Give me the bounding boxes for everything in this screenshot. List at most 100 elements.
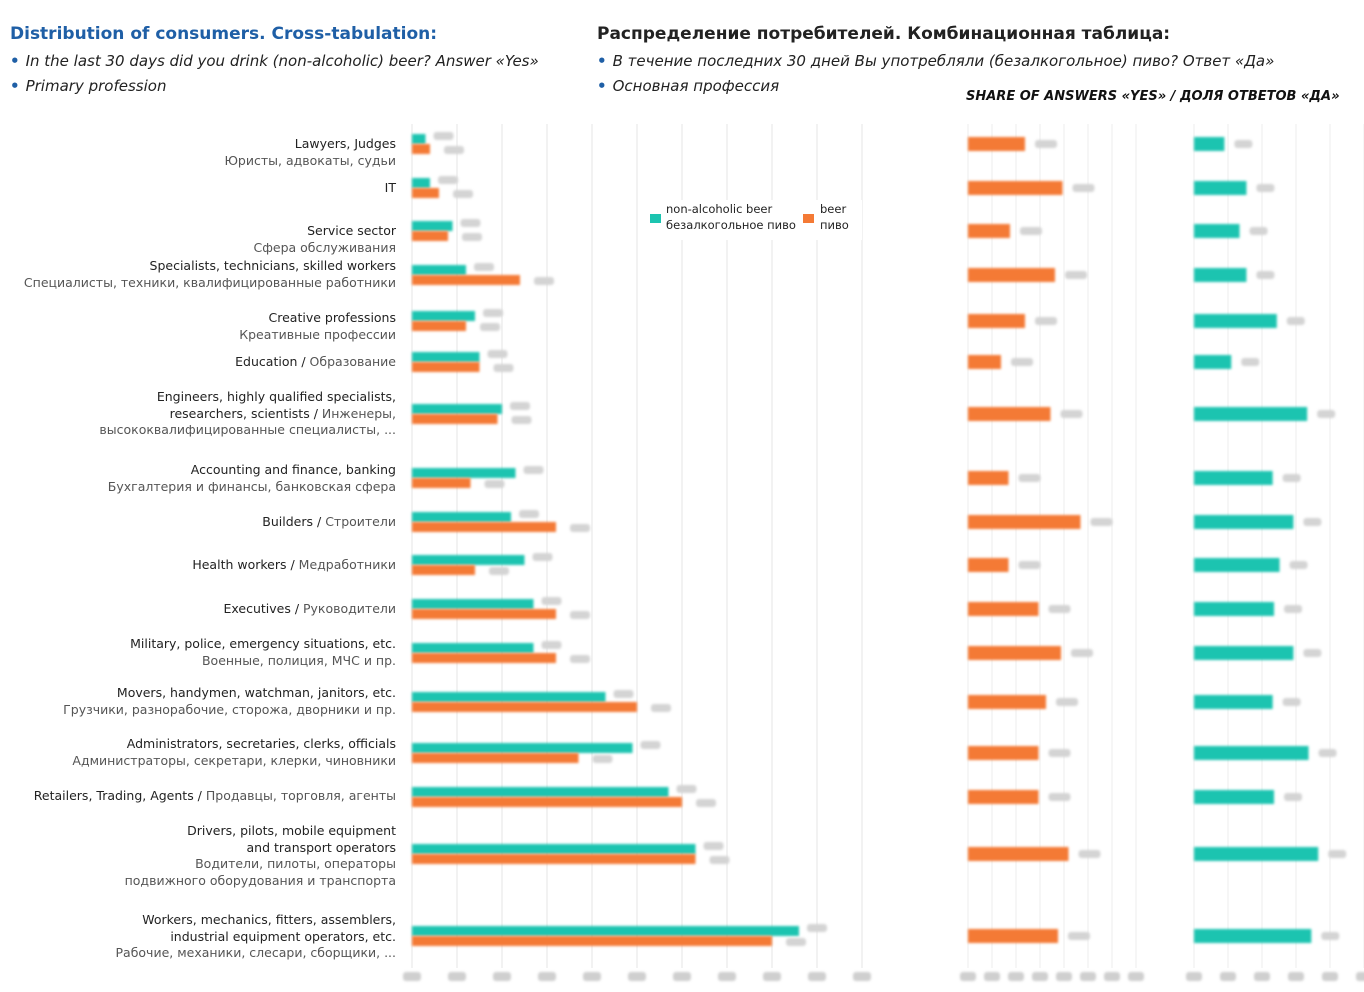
share-tick-blurred [1104,972,1120,981]
bar-beer [412,522,556,532]
data-label-blurred [570,524,590,532]
share-bar-non-alcoholic [1194,471,1273,485]
bullet-question-en: • In the last 30 days did you drink (non-… [10,52,539,70]
bar-beer [412,414,498,424]
bar-non-alcoholic [412,134,426,144]
share-bar-beer [968,558,1009,572]
tick-label-blurred [493,972,511,981]
share-label-blurred [1020,227,1042,235]
share-bar-non-alcoholic [1194,929,1312,943]
share-tick-blurred [1032,972,1048,981]
bullet-profession-ru: • Основная профессия [597,77,779,95]
data-label-blurred [462,233,482,241]
tick-label-blurred [628,972,646,981]
data-label-blurred [484,480,505,488]
share-bar-non-alcoholic [1194,224,1240,238]
tick-label-blurred [853,972,871,981]
share-heading: SHARE OF ANSWERS «YES» / ДОЛЯ ОТВЕТОВ «Д… [966,89,1340,104]
share-bar-non-alcoholic [1194,746,1309,760]
share-label-blurred [1048,605,1071,613]
row-label: Health workers / Медработники [192,557,396,572]
tick-label-blurred [763,972,781,981]
data-label-blurred [453,190,473,198]
share-bar-non-alcoholic [1194,181,1247,195]
legend-label-beer: beer пиво [820,202,849,232]
data-label-blurred [592,755,613,763]
share-bar-beer [968,268,1055,282]
share-bar-non-alcoholic [1194,790,1275,804]
legend-label-non-alcoholic: non-alcoholic beer безалкогольное пиво [666,202,796,232]
share-bar-beer [968,137,1025,151]
data-label-blurred [613,690,634,698]
legend-swatch-beer [803,214,814,223]
bar-non-alcoholic [412,178,430,188]
bar-beer [412,231,448,241]
row-label: Administrators, secretaries, clerks, off… [72,736,396,768]
row-label: Movers, handymen, watchman, janitors, et… [63,685,396,717]
bar-non-alcoholic [412,599,534,609]
bullet-question-ru: • В течение последних 30 дней Вы употребл… [597,52,1274,70]
share-bar-beer [968,746,1039,760]
tick-label-blurred [448,972,466,981]
share-tick-blurred [1322,972,1338,981]
data-label-blurred [709,856,730,864]
share-label-blurred [1071,649,1093,657]
data-label-blurred [487,350,508,358]
bar-non-alcoholic [412,512,511,522]
data-label-blurred [444,146,464,154]
data-label-blurred [541,641,562,649]
row-label: Drivers, pilots, mobile equipment and tra… [124,823,396,888]
bar-beer [412,275,520,285]
legend: non-alcoholic beer безалкогольное пиво be… [644,200,862,240]
row-label: Service sector Сфера обслуживания [253,223,396,255]
share-bar-non-alcoholic [1194,355,1232,369]
share-bar-beer [968,407,1051,421]
share-label-blurred [1011,358,1033,366]
share-label-blurred [1060,410,1083,418]
row-label: Education / Образование [235,354,396,369]
bar-non-alcoholic [412,468,516,478]
share-tick-blurred [1220,972,1236,981]
share-bar-beer [968,224,1010,238]
data-label-blurred [570,611,590,619]
share-label-blurred [1328,850,1347,858]
bar-non-alcoholic [412,643,534,653]
bar-beer [412,609,556,619]
bar-beer [412,565,475,575]
share-bar-beer [968,929,1058,943]
bullet-profession-en: • Primary profession [10,77,166,95]
share-bar-beer [968,602,1039,616]
bar-beer [412,362,480,372]
tick-label-blurred [403,972,421,981]
bullet-mark: • [10,52,20,70]
data-label-blurred [460,219,481,227]
data-label-blurred [511,416,532,424]
share-bar-non-alcoholic [1194,695,1273,709]
bar-beer [412,321,466,331]
legend-swatch-non-alcoholic [650,214,661,223]
tick-label-blurred [718,972,736,981]
share-label-blurred [1234,140,1253,148]
bar-non-alcoholic [412,352,480,362]
data-label-blurred [433,132,454,140]
share-label-blurred [1249,227,1268,235]
data-label-blurred [519,510,539,518]
share-tick-blurred [1080,972,1096,981]
share-label-blurred [1318,749,1337,757]
bar-beer [412,797,682,807]
share-label-blurred [1068,932,1090,940]
bar-beer [412,478,471,488]
bar-beer [412,753,579,763]
data-label-blurred [640,741,661,749]
bar-non-alcoholic [412,555,525,565]
share-label-blurred [1065,271,1087,279]
row-label: Accounting and finance, banking Бухгалтер… [107,462,396,494]
data-label-blurred [483,309,503,317]
data-label-blurred [676,785,697,793]
share-bar-beer [968,790,1039,804]
share-bar-beer [968,181,1063,195]
bar-beer [412,854,696,864]
bullet-question-en-text: In the last 30 days did you drink (non-a… [25,52,539,70]
row-label: Builders / Строители [262,514,396,529]
share-bar-non-alcoholic [1194,847,1319,861]
